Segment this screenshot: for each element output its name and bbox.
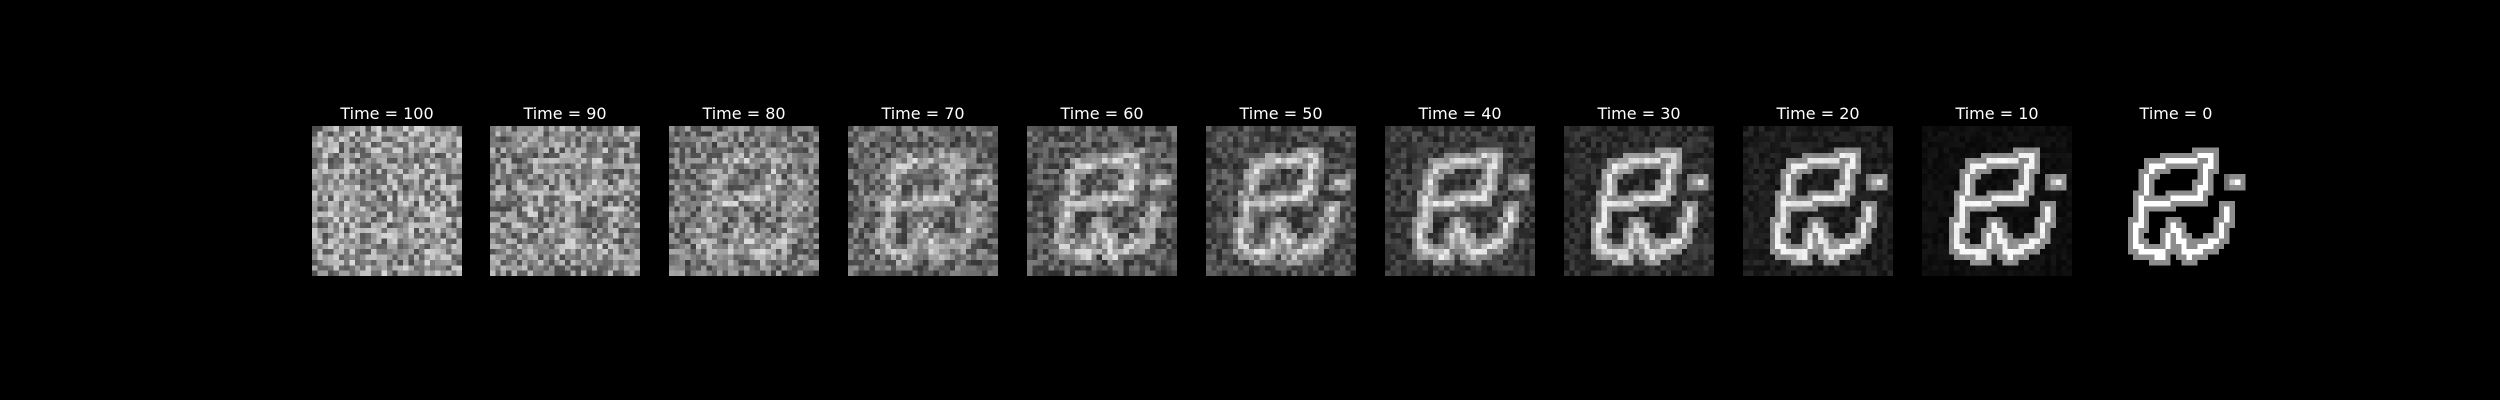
noisy-digit-image: [1564, 126, 1714, 276]
panel-title: Time = 10: [1955, 104, 2039, 123]
clean-digit-image: [2101, 126, 2251, 276]
panel-time-50: Time = 50: [1206, 104, 1356, 276]
panel-title: Time = 90: [523, 104, 607, 123]
noisy-digit-image: [1743, 126, 1893, 276]
panel-title: Time = 50: [1239, 104, 1323, 123]
panel-title: Time = 100: [340, 104, 434, 123]
panel-title: Time = 60: [1060, 104, 1144, 123]
panel-time-10: Time = 10: [1922, 104, 2072, 276]
panel-title: Time = 20: [1776, 104, 1860, 123]
panel-time-70: Time = 70: [848, 104, 998, 276]
noisy-digit-image: [490, 126, 640, 276]
panel-title: Time = 40: [1418, 104, 1502, 123]
noisy-digit-image: [669, 126, 819, 276]
panel-time-100: Time = 100: [312, 104, 462, 276]
panel-title: Time = 0: [2139, 104, 2213, 123]
panel-time-60: Time = 60: [1027, 104, 1177, 276]
panel-time-20: Time = 20: [1743, 104, 1893, 276]
panel-title: Time = 80: [702, 104, 786, 123]
panel-time-40: Time = 40: [1385, 104, 1535, 276]
noisy-digit-image: [1206, 126, 1356, 276]
noisy-digit-image: [1027, 126, 1177, 276]
panel-title: Time = 30: [1597, 104, 1681, 123]
panel-time-30: Time = 30: [1564, 104, 1714, 276]
noisy-digit-image: [848, 126, 998, 276]
panel-time-90: Time = 90: [490, 104, 640, 276]
panel-title: Time = 70: [881, 104, 965, 123]
noisy-digit-image: [1922, 126, 2072, 276]
panel-time-0: Time = 0: [2101, 104, 2251, 276]
noisy-digit-image: [312, 126, 462, 276]
panel-time-80: Time = 80: [669, 104, 819, 276]
noisy-digit-image: [1385, 126, 1535, 276]
